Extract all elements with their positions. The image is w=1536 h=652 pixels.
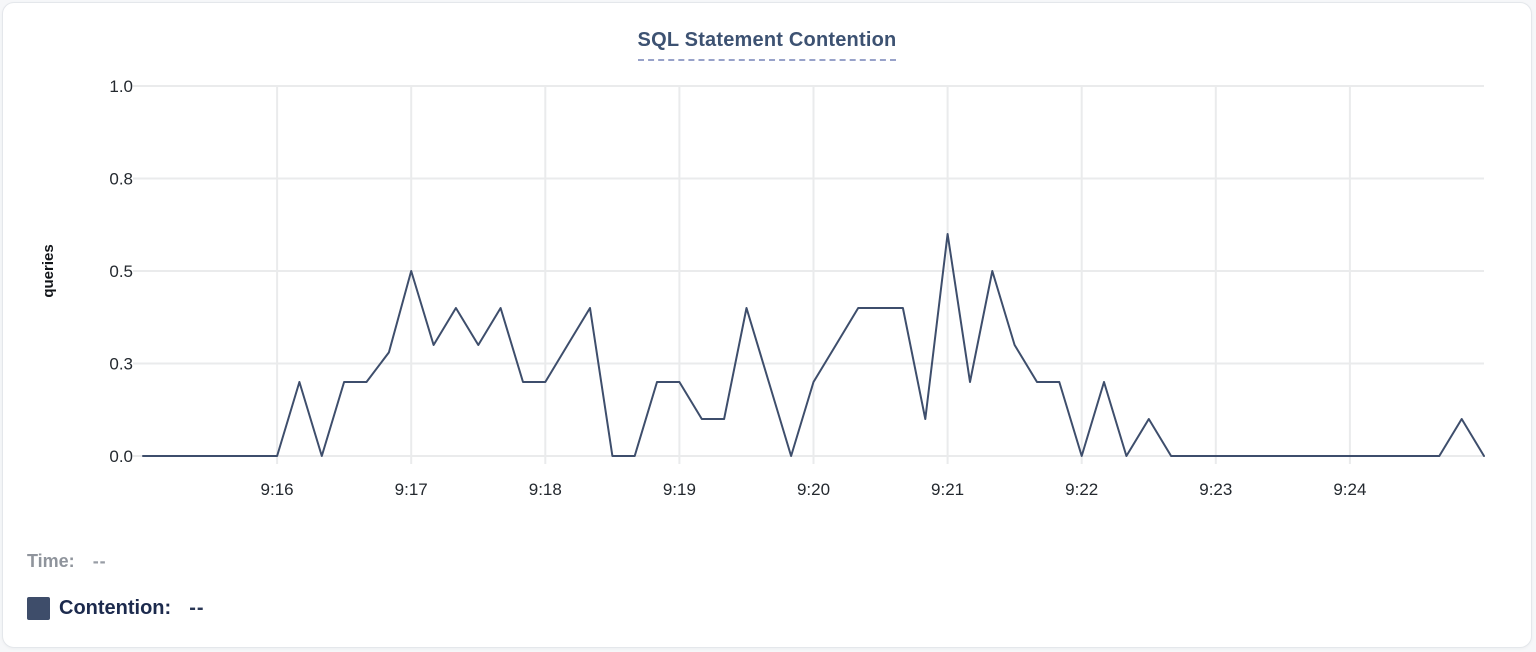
- x-tick-label: 9:23: [1199, 480, 1232, 499]
- contention-line-chart[interactable]: 0.0 0.3 0.5 0.8 1.0 9:16 9:17 9:18 9:19 9:20 9:21 9…: [3, 3, 1536, 523]
- time-value: --: [92, 550, 107, 571]
- chart-legend: Time: -- Contention: --: [27, 546, 627, 640]
- y-tick-label: 0.0: [109, 447, 133, 466]
- x-tick-label: 9:18: [529, 480, 562, 499]
- y-tick-label: 0.3: [109, 355, 133, 374]
- y-tick-label: 0.5: [109, 262, 133, 281]
- x-tick-label: 9:17: [395, 480, 428, 499]
- x-tick-label: 9:24: [1333, 480, 1366, 499]
- chart-title-wrap: SQL Statement Contention: [3, 29, 1531, 61]
- y-tick-label: 1.0: [109, 77, 133, 96]
- contention-label: Contention:: [59, 596, 172, 619]
- x-tick-label: 9:19: [663, 480, 696, 499]
- chart-title[interactable]: SQL Statement Contention: [637, 29, 897, 61]
- time-label: Time:: [27, 550, 75, 571]
- contention-line[interactable]: [142, 233, 1485, 457]
- x-tick-label: 9:20: [797, 480, 830, 499]
- x-tick-label: 9:16: [261, 480, 294, 499]
- legend-row-contention: Contention: --: [27, 593, 627, 623]
- contention-swatch-icon: [27, 596, 50, 620]
- legend-row-time: Time: --: [27, 546, 627, 576]
- x-tick-label: 9:22: [1065, 480, 1098, 499]
- y-axis-label: queries: [40, 244, 57, 297]
- y-tick-label: 0.8: [109, 170, 133, 189]
- contention-value: --: [189, 596, 205, 619]
- x-tick-label: 9:21: [931, 480, 964, 499]
